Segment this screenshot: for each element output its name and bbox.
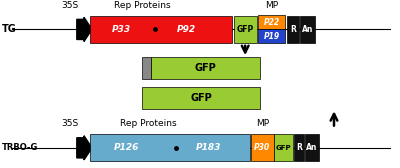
Text: P22: P22: [264, 18, 280, 27]
FancyBboxPatch shape: [234, 16, 257, 43]
Text: TG: TG: [2, 24, 17, 34]
Text: GFP: GFP: [276, 145, 292, 151]
FancyBboxPatch shape: [151, 57, 260, 79]
FancyArrow shape: [77, 136, 92, 160]
FancyBboxPatch shape: [287, 16, 299, 43]
Text: P126: P126: [114, 143, 140, 152]
FancyBboxPatch shape: [305, 134, 319, 161]
Text: Rep Proteins: Rep Proteins: [114, 1, 170, 10]
Text: 35S: 35S: [61, 119, 79, 129]
Text: 35S: 35S: [61, 1, 79, 10]
FancyBboxPatch shape: [142, 57, 151, 79]
Text: GFP: GFP: [190, 93, 212, 103]
Text: An: An: [306, 143, 318, 152]
FancyBboxPatch shape: [258, 15, 285, 29]
FancyBboxPatch shape: [274, 134, 293, 161]
Text: R: R: [290, 25, 296, 34]
Text: MP: MP: [256, 119, 269, 129]
FancyBboxPatch shape: [90, 134, 250, 161]
FancyBboxPatch shape: [90, 16, 232, 43]
FancyBboxPatch shape: [142, 87, 260, 109]
Text: GFP: GFP: [236, 25, 254, 34]
Text: GFP: GFP: [195, 63, 216, 73]
Text: P33: P33: [112, 25, 131, 34]
FancyBboxPatch shape: [294, 134, 304, 161]
Text: P183: P183: [196, 143, 221, 152]
FancyBboxPatch shape: [300, 16, 315, 43]
Text: P19: P19: [264, 32, 280, 41]
Text: P92: P92: [177, 25, 196, 34]
Text: TRBO-G: TRBO-G: [2, 143, 38, 152]
Text: R: R: [296, 143, 302, 152]
Text: Rep Proteins: Rep Proteins: [120, 119, 176, 129]
FancyArrow shape: [77, 17, 92, 41]
FancyBboxPatch shape: [258, 29, 285, 43]
FancyBboxPatch shape: [251, 134, 274, 161]
Text: An: An: [302, 25, 313, 34]
Text: MP: MP: [265, 1, 278, 10]
Text: P30: P30: [254, 143, 270, 152]
